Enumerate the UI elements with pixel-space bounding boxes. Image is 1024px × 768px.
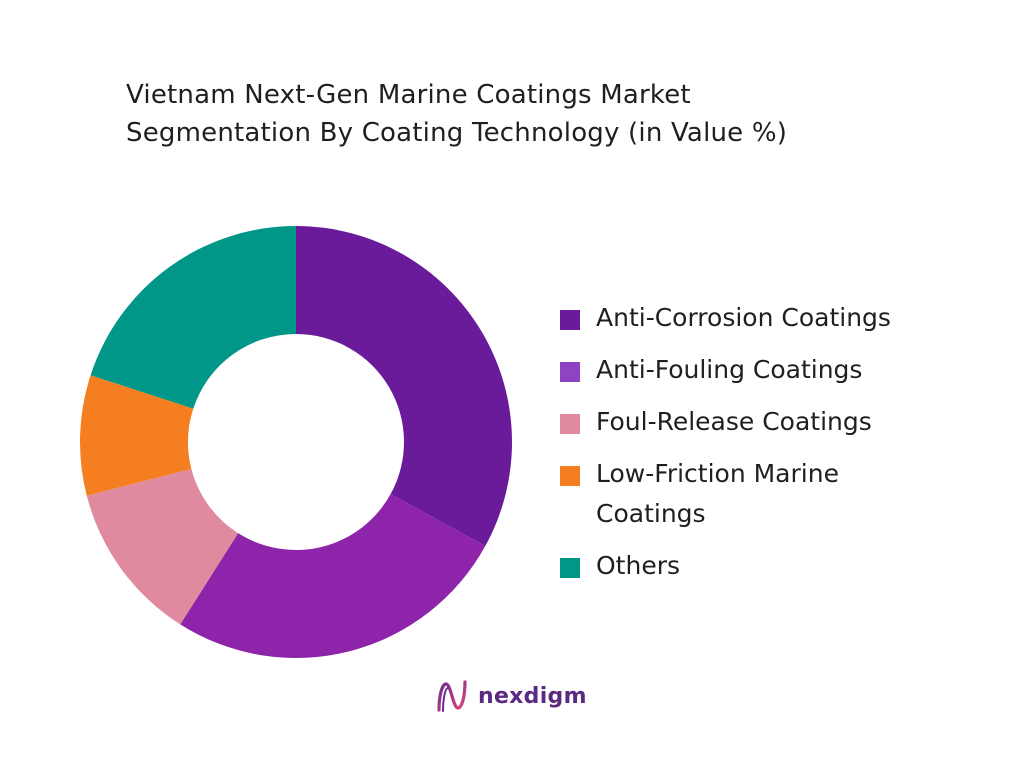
nexdigm-logo-icon (437, 680, 467, 712)
legend-item-anti-corrosion: Anti-Corrosion Coatings (560, 298, 1000, 338)
donut-chart (80, 226, 512, 658)
chart-title-line-2: Segmentation By Coating Technology (in V… (126, 118, 788, 148)
legend-swatch (560, 466, 580, 486)
donut-slice-anti-corrosion (296, 226, 512, 547)
chart-title: Vietnam Next-Gen Marine Coatings Market … (126, 76, 926, 152)
chart-title-line-1: Vietnam Next-Gen Marine Coatings Market (126, 80, 691, 110)
legend-item-low-friction: Low-Friction Marine Coatings (560, 454, 1000, 534)
donut-slice-low-friction (80, 375, 194, 496)
legend-swatch (560, 362, 580, 382)
legend-item-anti-fouling: Anti-Fouling Coatings (560, 350, 1000, 390)
legend-label: Low-Friction Marine Coatings (596, 459, 839, 528)
legend-label: Anti-Fouling Coatings (596, 355, 863, 384)
legend-swatch (560, 310, 580, 330)
legend-swatch (560, 558, 580, 578)
brand-logo: nexdigm (434, 678, 587, 714)
donut-slice-anti-fouling (180, 494, 486, 658)
legend-label: Foul-Release Coatings (596, 407, 872, 436)
donut-slice-foul-release (86, 468, 239, 625)
legend-swatch (560, 414, 580, 434)
legend-label: Anti-Corrosion Coatings (596, 303, 891, 332)
donut-slice-others (90, 226, 296, 409)
brand-name: nexdigm (478, 683, 587, 709)
legend-item-foul-release: Foul-Release Coatings (560, 402, 1000, 442)
legend-item-others: Others (560, 546, 1000, 586)
chart-legend: Anti-Corrosion Coatings Anti-Fouling Coa… (560, 298, 1000, 598)
legend-label: Others (596, 551, 681, 580)
